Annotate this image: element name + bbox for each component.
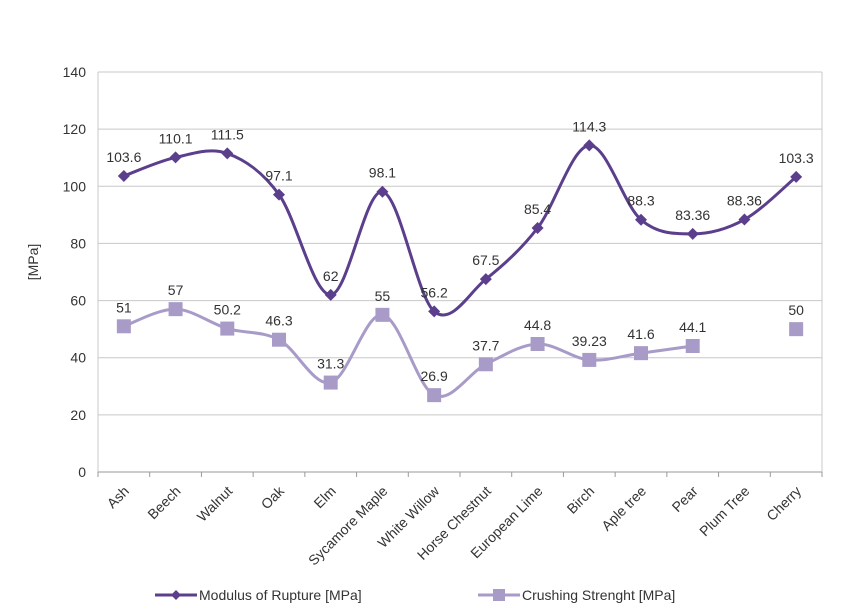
modulus-of-rupture-data-label: 67.5 (472, 252, 499, 268)
x-tick-label: Cherry (763, 483, 804, 524)
legend-marker-modulus-of-rupture (171, 590, 181, 600)
modulus-of-rupture-point (583, 139, 596, 152)
crushing-strength-point (478, 357, 493, 372)
crushing-strength-point (220, 321, 235, 336)
y-axis-title: [MPa] (25, 244, 41, 281)
y-tick-label: 100 (63, 178, 87, 194)
x-tick-label: Pear (669, 483, 701, 515)
crushing-strength-point (685, 339, 700, 353)
modulus-of-rupture-data-label: 98.1 (369, 165, 396, 181)
x-tick-label: Aple tree (598, 483, 649, 534)
x-tick-label: Beech (144, 483, 183, 522)
crushing-strength-data-label: 44.8 (524, 317, 551, 333)
legend-label-modulus-of-rupture: Modulus of Rupture [MPa] (199, 587, 362, 603)
crushing-strength-data-label: 50 (788, 302, 804, 318)
modulus-of-rupture-data-label: 111.5 (211, 126, 244, 142)
crushing-strength-data-label: 37.7 (472, 337, 499, 353)
gridlines (98, 71, 822, 473)
crushing-strength-data-label: 39.23 (572, 333, 607, 349)
legend-marker-crushing-strength (493, 589, 505, 601)
y-tick-label: 0 (78, 464, 86, 480)
crushing-strength-data-label: 26.9 (421, 368, 448, 384)
data-labels: 103.6 110.1 111.5 97.1 62 98.1 56.2 67.5 85.4 114… (106, 118, 814, 384)
crushing-strength-line (122, 307, 695, 399)
y-tick-label: 20 (70, 407, 86, 423)
y-tick-label: 60 (70, 293, 86, 309)
modulus-of-rupture-point (790, 170, 803, 183)
crushing-strength-data-label: 31.3 (317, 356, 344, 372)
modulus-of-rupture-data-label: 103.3 (779, 150, 814, 166)
y-tick-label: 120 (63, 121, 87, 137)
modulus-of-rupture-data-label: 56.2 (421, 284, 448, 300)
modulus-of-rupture-data-label: 88.3 (627, 193, 654, 209)
modulus-of-rupture-point (376, 185, 389, 198)
modulus-of-rupture-data-label: 103.6 (106, 149, 141, 165)
crushing-strength-data-label: 46.3 (265, 313, 292, 329)
x-tick-label: Oak (258, 482, 288, 512)
crushing-strength-data-label: 44.1 (679, 319, 706, 335)
modulus-of-rupture-point (169, 151, 182, 164)
y-tick-label: 140 (63, 64, 87, 80)
crushing-strength-point (582, 352, 597, 367)
modulus-of-rupture-data-label: 83.36 (675, 207, 710, 223)
crushing-strength-point (272, 332, 286, 347)
legend-label-crushing-strength: Crushing Strenght [MPa] (522, 587, 675, 603)
x-tick-label: Plum Tree (696, 483, 753, 540)
modulus-of-rupture-data-label: 88.36 (727, 193, 762, 209)
crushing-strength-point (116, 319, 131, 334)
crushing-strength-data-label: 55 (375, 288, 391, 304)
modulus-of-rupture-point (428, 305, 441, 318)
crushing-strength-data-label: 50.2 (214, 302, 241, 318)
modulus-of-rupture-point (686, 227, 699, 240)
modulus-of-rupture-data-label: 85.4 (524, 201, 551, 217)
modulus-of-rupture-data-label: 110.1 (159, 130, 193, 146)
crushing-strength-point (427, 388, 442, 403)
crushing-strength-point (323, 375, 338, 390)
y-tick-label: 40 (70, 350, 86, 366)
x-tick-label: Birch (564, 483, 598, 517)
modulus-of-rupture-data-label: 97.1 (265, 168, 292, 184)
series-layer (116, 139, 804, 403)
modulus-of-rupture-point (221, 147, 234, 160)
modulus-of-rupture-data-label: 62 (323, 268, 339, 284)
crushing-strength-data-label: 51 (116, 299, 132, 315)
modulus-of-rupture-point (479, 273, 492, 286)
y-tick-label: 80 (70, 235, 86, 251)
crushing-strength-point (634, 346, 648, 361)
crushing-strength-point (530, 337, 545, 351)
modulus-of-rupture-point (324, 288, 337, 301)
modulus-of-rupture-data-label: 114.3 (572, 118, 606, 134)
crushing-strength-data-label: 57 (168, 282, 184, 298)
modulus-of-rupture-line (122, 143, 798, 317)
modulus-of-rupture-point (738, 213, 751, 226)
x-tick-label: Elm (310, 483, 338, 511)
crushing-strength-point (789, 322, 804, 337)
x-tick-label: Ash (104, 483, 132, 511)
crushing-strength-point (168, 302, 183, 317)
crushing-strength-data-label: 41.6 (627, 326, 654, 342)
modulus-of-rupture-point (273, 188, 285, 201)
modulus-of-rupture-point (531, 222, 544, 234)
legend: Modulus of Rupture [MPa] Crushing Strengh… (155, 587, 675, 603)
modulus-of-rupture-point (635, 213, 647, 226)
crushing-strength-point (375, 307, 390, 322)
modulus-of-rupture-point (117, 170, 130, 182)
x-tick-label: Walnut (194, 483, 236, 525)
